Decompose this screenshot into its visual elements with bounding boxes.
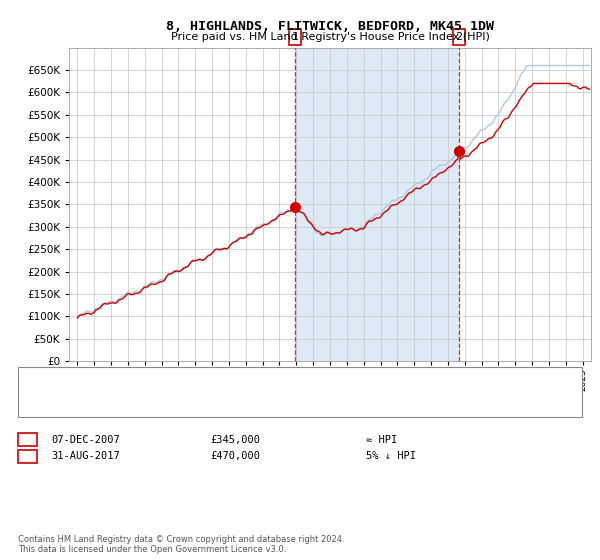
Text: £470,000: £470,000 [210,451,260,461]
Text: £345,000: £345,000 [210,435,260,445]
Text: 1: 1 [24,435,31,445]
Text: 8, HIGHLANDS, FLITWICK, BEDFORD, MK45 1DW (detached house): 8, HIGHLANDS, FLITWICK, BEDFORD, MK45 1D… [52,375,378,385]
Text: 2: 2 [24,451,31,461]
Text: ≈ HPI: ≈ HPI [366,435,397,445]
Bar [295,48,459,361]
Text: Contains HM Land Registry data © Crown copyright and database right 2024.
This d: Contains HM Land Registry data © Crown c… [18,535,344,554]
Text: 31-AUG-2017: 31-AUG-2017 [51,451,120,461]
Text: HPI: Average price, detached house, Central Bedfordshire: HPI: Average price, detached house, Cent… [52,394,333,404]
Text: 07-DEC-2007: 07-DEC-2007 [51,435,120,445]
Text: 1: 1 [292,32,298,42]
Text: Price paid vs. HM Land Registry's House Price Index (HPI): Price paid vs. HM Land Registry's House … [170,32,490,43]
Text: 5% ↓ HPI: 5% ↓ HPI [366,451,416,461]
Text: 8, HIGHLANDS, FLITWICK, BEDFORD, MK45 1DW: 8, HIGHLANDS, FLITWICK, BEDFORD, MK45 1D… [166,20,494,32]
Text: 2: 2 [455,32,463,42]
